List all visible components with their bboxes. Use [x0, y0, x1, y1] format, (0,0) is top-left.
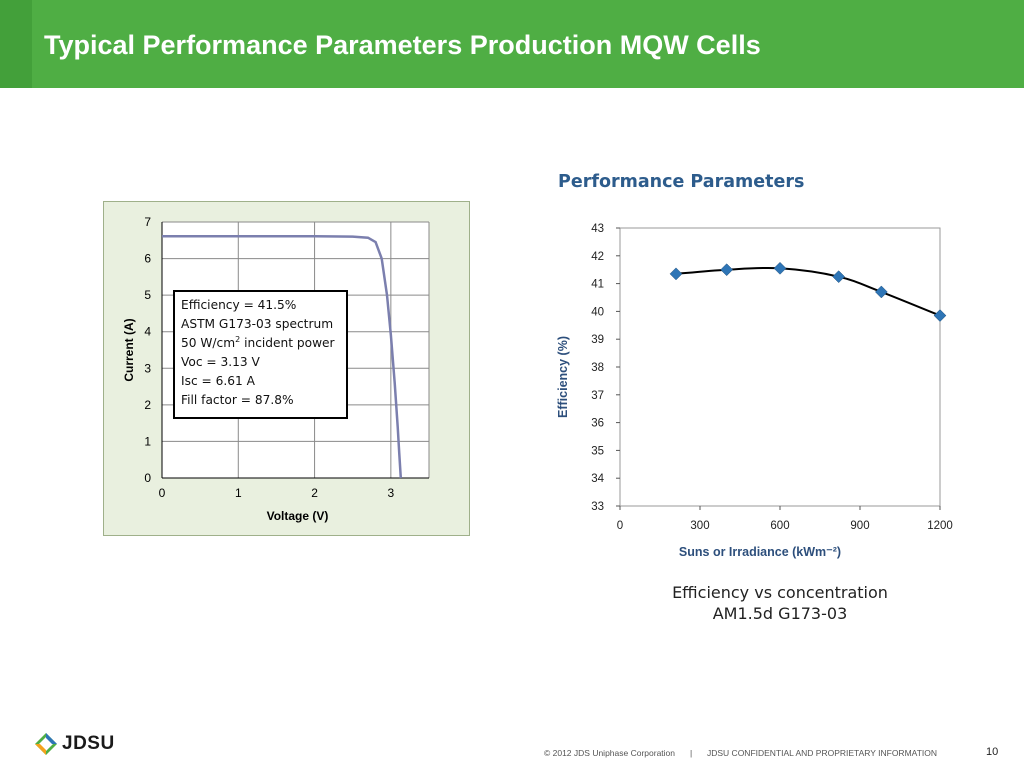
efficiency-chart-caption: Efficiency vs concentration AM1.5d G173-…	[662, 582, 898, 624]
iv-x-tick-label: 3	[388, 486, 395, 500]
caption-line-1: Efficiency vs concentration	[672, 583, 888, 602]
eff-y-tick-label: 39	[591, 334, 604, 346]
iv-y-tick-label: 0	[144, 471, 151, 485]
iv-x-axis-label: Voltage (V)	[267, 509, 329, 523]
eff-x-tick-label: 1200	[927, 520, 953, 532]
eff-y-tick-label: 42	[591, 251, 604, 263]
eff-x-tick-label: 900	[850, 520, 869, 532]
eff-y-axis-label: Efficiency (%)	[556, 336, 570, 418]
iv-y-tick-label: 6	[144, 252, 151, 266]
legend-voc: Voc = 3.13 V	[181, 355, 260, 369]
iv-y-tick-label: 3	[144, 361, 151, 375]
eff-x-tick-label: 0	[617, 520, 623, 532]
caption-line-2: AM1.5d G173-03	[712, 604, 848, 623]
iv-y-tick-label: 4	[144, 325, 151, 339]
eff-y-tick-label: 37	[591, 390, 604, 402]
eff-y-tick-label: 34	[591, 473, 604, 485]
eff-y-tick-label: 36	[591, 418, 604, 430]
eff-x-tick-label: 600	[770, 520, 789, 532]
iv-y-tick-label: 1	[144, 434, 151, 448]
eff-y-tick-label: 41	[591, 279, 604, 291]
iv-y-tick-label: 5	[144, 288, 151, 302]
slide-title: Typical Performance Parameters Productio…	[44, 30, 761, 60]
title-bar-accent	[0, 0, 32, 88]
legend-efficiency: Efficiency = 41.5%	[181, 298, 297, 312]
eff-data-point	[669, 267, 683, 281]
eff-data-point	[832, 270, 846, 284]
eff-y-tick-label: 40	[591, 306, 604, 318]
jdsu-logo-icon	[35, 733, 57, 755]
eff-y-tick-label: 33	[591, 501, 604, 513]
legend-spectrum: ASTM G173-03 spectrum	[181, 317, 334, 331]
legend-isc: Isc = 6.61 A	[181, 374, 255, 388]
eff-x-axis-label: Suns or Irradiance (kWm⁻²)	[679, 545, 841, 559]
eff-data-point	[773, 261, 787, 275]
footer-copyright: © 2012 JDS Uniphase Corporation	[544, 748, 676, 758]
eff-y-tick-label: 43	[591, 223, 604, 235]
iv-y-axis-label: Current (A)	[122, 318, 136, 381]
legend-incident-power: 50 W/cm2 incident power	[181, 334, 335, 350]
iv-x-tick-label: 2	[311, 486, 318, 500]
jdsu-logo: JDSU	[34, 731, 115, 757]
iv-chart-legend-box: Efficiency = 41.5% ASTM G173-03 spectrum…	[173, 290, 348, 419]
eff-data-point	[933, 309, 947, 322]
title-bar: Typical Performance Parameters Productio…	[0, 0, 1024, 88]
page-number: 10	[986, 746, 999, 758]
iv-x-tick-label: 1	[235, 486, 242, 500]
eff-data-point	[874, 285, 888, 299]
iv-y-tick-label: 2	[144, 398, 151, 412]
jdsu-logo-text: JDSU	[62, 733, 115, 754]
iv-curve-line	[162, 235, 403, 479]
efficiency-chart: 33 34 35 36 37 38 39 40 41 42 43 0 300 600 900 1200 Suns…	[556, 223, 953, 559]
eff-x-tick-label: 300	[690, 520, 709, 532]
eff-y-tick-label: 35	[591, 445, 604, 457]
footer-confidential: JDSU CONFIDENTIAL AND PROPRIETARY INFORM…	[707, 748, 937, 758]
eff-y-tick-label: 38	[591, 362, 604, 374]
footer-separator: |	[690, 748, 693, 758]
efficiency-chart-heading: Performance Parameters	[558, 172, 805, 192]
eff-data-point	[720, 263, 734, 277]
iv-x-tick-label: 0	[159, 486, 166, 500]
legend-fill-factor: Fill factor = 87.8%	[181, 393, 294, 407]
iv-y-tick-label: 7	[144, 215, 151, 229]
